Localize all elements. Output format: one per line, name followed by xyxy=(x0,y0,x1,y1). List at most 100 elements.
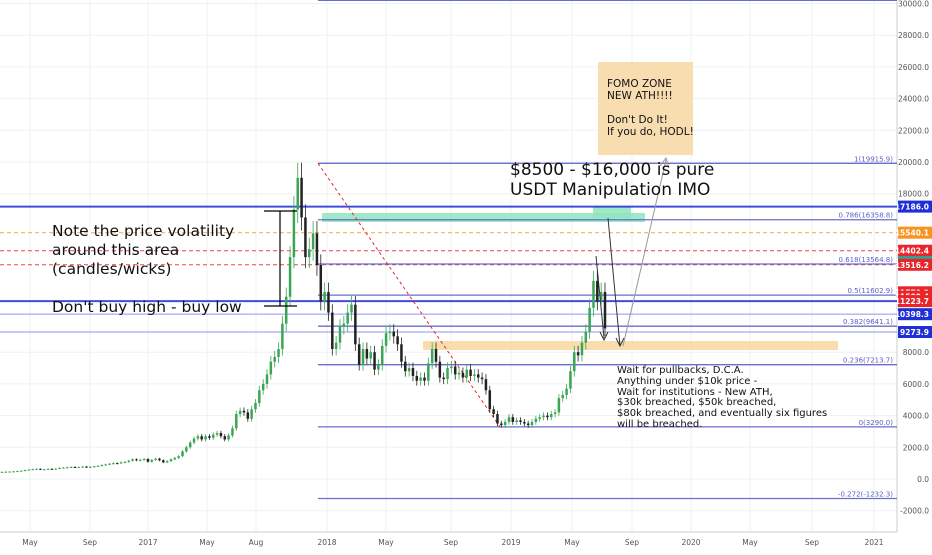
y-tick-label: 24000.0 xyxy=(898,95,929,104)
fib-label: 0.618(13564.8) xyxy=(839,256,894,264)
y-tick-label: 20000.0 xyxy=(898,158,929,167)
candle-body xyxy=(400,344,402,361)
candle-body xyxy=(162,460,164,462)
candle-body xyxy=(58,468,60,469)
candle-body xyxy=(308,249,310,257)
x-tick-label: 2021 xyxy=(864,538,883,547)
candle-body xyxy=(565,389,567,395)
candle-body xyxy=(74,467,76,468)
candle-body xyxy=(304,217,306,257)
candle-body xyxy=(131,459,133,460)
candle-body xyxy=(81,467,83,468)
candle-body xyxy=(527,424,529,426)
candle-body xyxy=(239,411,241,414)
candle-body xyxy=(39,469,41,470)
candle-body xyxy=(327,292,329,313)
candle-body xyxy=(343,324,345,327)
x-tick-label: Aug xyxy=(249,538,264,547)
candle-body xyxy=(139,460,141,461)
candle-body xyxy=(358,344,360,365)
candle-body xyxy=(512,417,514,422)
candle-body xyxy=(296,178,298,210)
candle-body xyxy=(51,469,53,470)
y-tick-label: 6000.0 xyxy=(903,380,929,389)
candle-body xyxy=(412,368,414,376)
y-tick-label: 30000.0 xyxy=(898,0,929,9)
candle-body xyxy=(381,346,383,365)
fib-label: -0.272(-1232.3) xyxy=(838,491,893,499)
candle-body xyxy=(104,464,106,465)
candle-body xyxy=(197,436,199,438)
candle-body xyxy=(320,265,322,301)
y-tick-label: -2000.0 xyxy=(900,507,929,516)
x-tick-label: Sep xyxy=(83,538,97,547)
candle-body xyxy=(112,463,114,464)
candle-body xyxy=(35,469,37,470)
candle-body xyxy=(454,366,456,374)
fib-label: 0.382(9641.1) xyxy=(843,318,893,326)
candle-body xyxy=(573,352,575,371)
candle-body xyxy=(546,416,548,418)
x-tick-label: May xyxy=(378,538,394,547)
candle-body xyxy=(277,349,279,357)
candle-body xyxy=(508,417,510,422)
candle-body xyxy=(377,365,379,370)
candle-body xyxy=(604,292,606,328)
candle-body xyxy=(147,459,149,462)
candle-body xyxy=(220,433,222,436)
candle-body xyxy=(477,374,479,377)
candle-body xyxy=(227,435,229,439)
candle-body xyxy=(404,362,406,372)
candle-body xyxy=(427,363,429,380)
candle-body xyxy=(55,469,57,470)
candle-body xyxy=(393,332,395,337)
y-axis-panel xyxy=(897,0,932,550)
candle-body xyxy=(366,349,368,359)
candle-body xyxy=(8,472,10,473)
candle-body xyxy=(143,459,145,460)
candle-body xyxy=(577,352,579,355)
candle-body xyxy=(554,412,556,414)
price-tag-label: 10398.3 xyxy=(895,310,929,319)
candle-body xyxy=(419,378,421,381)
candle-body xyxy=(350,305,352,313)
price-tag-label: 13516.2 xyxy=(895,261,929,270)
y-tick-label: 26000.0 xyxy=(898,63,929,72)
candle-body xyxy=(216,433,218,435)
candle-body xyxy=(158,459,160,461)
candle-body xyxy=(465,370,467,378)
x-tick-label: Sep xyxy=(625,538,639,547)
candle-body xyxy=(151,460,153,462)
candle-body xyxy=(389,332,391,334)
candle-body xyxy=(185,447,187,451)
x-tick-label: May xyxy=(22,538,38,547)
candle-body xyxy=(120,462,122,463)
y-tick-label: 2000.0 xyxy=(903,443,929,452)
candle-body xyxy=(335,343,337,349)
candle-body xyxy=(250,409,252,419)
candle-body xyxy=(538,417,540,419)
candle-body xyxy=(550,414,552,417)
candle-body xyxy=(562,395,564,398)
fomo-zone-marker xyxy=(593,206,631,218)
fib-label: 0(3290.0) xyxy=(859,419,894,427)
manipulation-note: $8500 - $16,000 is pure USDT Manipulatio… xyxy=(510,160,714,200)
candle-body xyxy=(293,210,295,258)
candle-body xyxy=(70,467,72,468)
candle-body xyxy=(177,456,179,458)
candle-body xyxy=(154,459,156,460)
candle-body xyxy=(166,461,168,462)
candle-body xyxy=(373,352,375,369)
candle-body xyxy=(450,366,452,368)
candle-body xyxy=(97,466,99,467)
candle-body xyxy=(270,362,272,375)
candle-body xyxy=(93,466,95,467)
candle-body xyxy=(354,305,356,345)
candle-body xyxy=(247,412,249,418)
candle-body xyxy=(423,378,425,381)
x-tick-label: 2017 xyxy=(138,538,157,547)
fib-label: 1(19915.9) xyxy=(854,155,893,163)
y-tick-label: 8000.0 xyxy=(903,348,929,357)
candle-body xyxy=(596,281,598,302)
